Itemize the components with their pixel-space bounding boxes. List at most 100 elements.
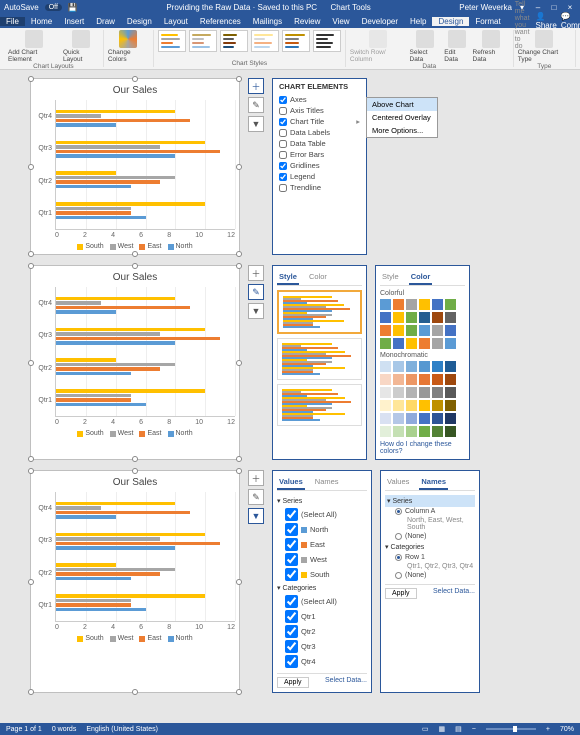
user-name[interactable]: Peter Weverka — [459, 3, 512, 12]
selection-handle[interactable] — [236, 76, 242, 82]
filter-categories-group[interactable]: ▾ Categories — [277, 582, 367, 594]
chart-element-item[interactable]: Axis Titles — [273, 105, 366, 116]
zoom-level[interactable]: 70% — [560, 726, 574, 733]
bar[interactable] — [56, 394, 131, 398]
legend-item[interactable]: West — [110, 430, 134, 437]
color-swatch[interactable] — [380, 338, 391, 349]
chart-filters-button-3[interactable]: ▼ — [248, 508, 264, 524]
chart-title[interactable]: Our Sales — [35, 85, 235, 96]
bar[interactable] — [56, 207, 131, 211]
chart-style-thumb[interactable] — [189, 30, 217, 52]
color-swatch[interactable] — [393, 400, 404, 411]
chart-elements-button[interactable]: ＋ — [248, 78, 264, 94]
color-swatch[interactable] — [380, 312, 391, 323]
bar[interactable] — [56, 546, 175, 550]
color-swatch[interactable] — [432, 325, 443, 336]
chart-style-thumb[interactable] — [158, 30, 186, 52]
tab-chart-format[interactable]: Format — [469, 17, 506, 26]
bar[interactable] — [56, 310, 116, 314]
tab-insert[interactable]: Insert — [58, 17, 90, 26]
bar[interactable] — [56, 141, 205, 145]
color-swatch[interactable] — [393, 413, 404, 424]
bar[interactable] — [56, 599, 131, 603]
bar[interactable] — [56, 150, 220, 154]
bar[interactable] — [56, 180, 160, 184]
chart-element-item[interactable]: Data Table — [273, 138, 366, 149]
selection-handle[interactable] — [236, 360, 242, 366]
share-button[interactable]: 👤 Share — [536, 12, 557, 30]
chart-element-checkbox[interactable] — [279, 162, 287, 170]
legend-item[interactable]: North — [168, 430, 193, 437]
maximize-button[interactable]: □ — [548, 3, 560, 12]
bar[interactable] — [56, 154, 175, 158]
color-swatch[interactable] — [445, 338, 456, 349]
bar[interactable] — [56, 211, 131, 215]
submenu-item[interactable]: Centered Overlay — [367, 111, 437, 124]
submenu-item[interactable]: Above Chart — [367, 98, 437, 111]
color-swatch[interactable] — [432, 361, 443, 372]
change-chart-type-button[interactable]: Change Chart Type — [518, 30, 571, 63]
minimize-button[interactable]: – — [532, 3, 544, 12]
filter-select-all[interactable]: (Select All) — [277, 507, 367, 522]
view-web-icon[interactable]: ▤ — [455, 725, 462, 733]
legend-item[interactable]: West — [110, 243, 134, 250]
refresh-data-button[interactable]: Refresh Data — [473, 30, 509, 63]
color-swatch[interactable] — [432, 387, 443, 398]
color-swatch[interactable] — [419, 299, 430, 310]
tab-help[interactable]: Help — [404, 17, 432, 26]
color-swatch[interactable] — [380, 299, 391, 310]
bar[interactable] — [56, 389, 205, 393]
color-swatch[interactable] — [406, 426, 417, 437]
chart-style-thumb[interactable] — [282, 30, 310, 52]
selection-handle[interactable] — [132, 456, 138, 462]
legend-item[interactable]: East — [139, 635, 161, 642]
color-swatch[interactable] — [406, 374, 417, 385]
color-swatch[interactable] — [445, 374, 456, 385]
legend-item[interactable]: West — [110, 635, 134, 642]
selection-handle[interactable] — [236, 579, 242, 585]
bar[interactable] — [56, 363, 175, 367]
color-swatch[interactable] — [380, 413, 391, 424]
color-swatch[interactable] — [419, 426, 430, 437]
color-swatch[interactable] — [393, 325, 404, 336]
color-swatch[interactable] — [380, 426, 391, 437]
filter-series-item[interactable]: West — [277, 552, 367, 567]
selection-handle[interactable] — [28, 360, 34, 366]
change-colors-button[interactable]: Change Colors — [108, 30, 149, 63]
color-swatch[interactable] — [393, 387, 404, 398]
bar[interactable] — [56, 563, 116, 567]
filter-category-item[interactable]: Qtr3 — [277, 639, 367, 654]
color-swatch[interactable] — [419, 400, 430, 411]
tab-mailings[interactable]: Mailings — [247, 17, 288, 26]
tab-design-doc[interactable]: Design — [121, 17, 158, 26]
chart-element-item[interactable]: Legend — [273, 171, 366, 182]
style-list[interactable] — [277, 290, 362, 426]
tab-draw[interactable]: Draw — [90, 17, 121, 26]
color-swatch[interactable] — [445, 299, 456, 310]
legend-item[interactable]: East — [139, 243, 161, 250]
color-swatch[interactable] — [393, 338, 404, 349]
legend-item[interactable]: South — [77, 635, 103, 642]
color-swatch[interactable] — [380, 400, 391, 411]
mono-palette[interactable] — [380, 361, 465, 437]
chart-style-thumb[interactable] — [313, 30, 341, 52]
chart-element-item[interactable]: Data Labels — [273, 127, 366, 138]
chart-object-3[interactable]: Our SalesQtr4Qtr3Qtr2Qtr1024681012SouthW… — [30, 470, 240, 693]
chart-element-item[interactable]: Chart Title▸ — [273, 116, 366, 127]
names-option-row[interactable]: Row 1 — [385, 553, 475, 562]
color-swatch[interactable] — [393, 426, 404, 437]
color-swatch[interactable] — [406, 299, 417, 310]
filter-series-item[interactable]: East — [277, 537, 367, 552]
chart-styles-button-2[interactable]: ✎ — [248, 284, 264, 300]
comments-button[interactable]: 💬 Comments — [561, 12, 580, 30]
bar[interactable] — [56, 515, 116, 519]
page-indicator[interactable]: Page 1 of 1 — [6, 726, 42, 733]
color-swatch[interactable] — [445, 400, 456, 411]
color-swatch[interactable] — [380, 325, 391, 336]
bar[interactable] — [56, 119, 190, 123]
bar[interactable] — [56, 502, 175, 506]
selection-handle[interactable] — [28, 76, 34, 82]
selection-handle[interactable] — [132, 76, 138, 82]
add-chart-element-button[interactable]: Add Chart Element — [8, 30, 60, 63]
color-swatch[interactable] — [432, 426, 443, 437]
